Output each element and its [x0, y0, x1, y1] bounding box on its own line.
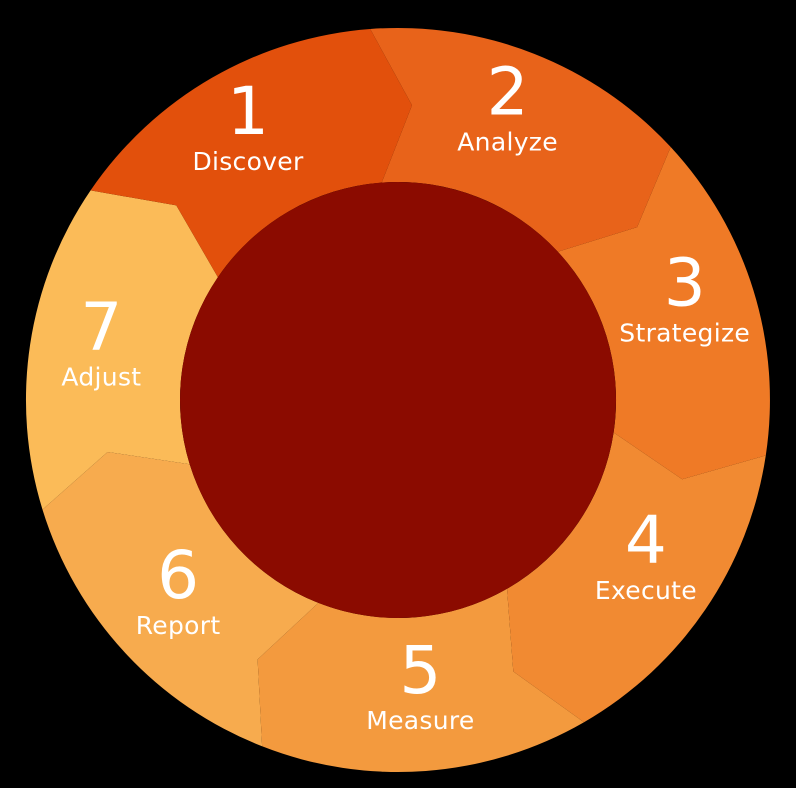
segment-adjust	[25, 190, 218, 510]
step-label: Report	[136, 611, 221, 640]
step-number: 6	[157, 537, 199, 614]
step-number: 1	[227, 73, 269, 150]
step-label: Execute	[595, 576, 697, 605]
segment-discover	[90, 29, 412, 278]
step-label: Adjust	[61, 362, 141, 391]
step-number: 4	[625, 502, 667, 579]
step-label: Measure	[366, 706, 474, 735]
step-label: Strategize	[619, 319, 750, 348]
step-label: Analyze	[457, 128, 558, 157]
segment-report	[42, 452, 319, 747]
step-label: Discover	[192, 147, 304, 176]
segment-analyze	[370, 27, 671, 252]
step-number: 3	[664, 245, 706, 322]
step-number: 2	[487, 54, 529, 131]
segment-execute	[507, 432, 766, 723]
cycle-segments	[25, 27, 770, 773]
segment-measure	[257, 588, 584, 773]
step-number: 7	[80, 288, 122, 365]
step-number: 5	[399, 632, 441, 709]
center-circle	[180, 182, 616, 618]
segment-strategize	[557, 147, 770, 480]
